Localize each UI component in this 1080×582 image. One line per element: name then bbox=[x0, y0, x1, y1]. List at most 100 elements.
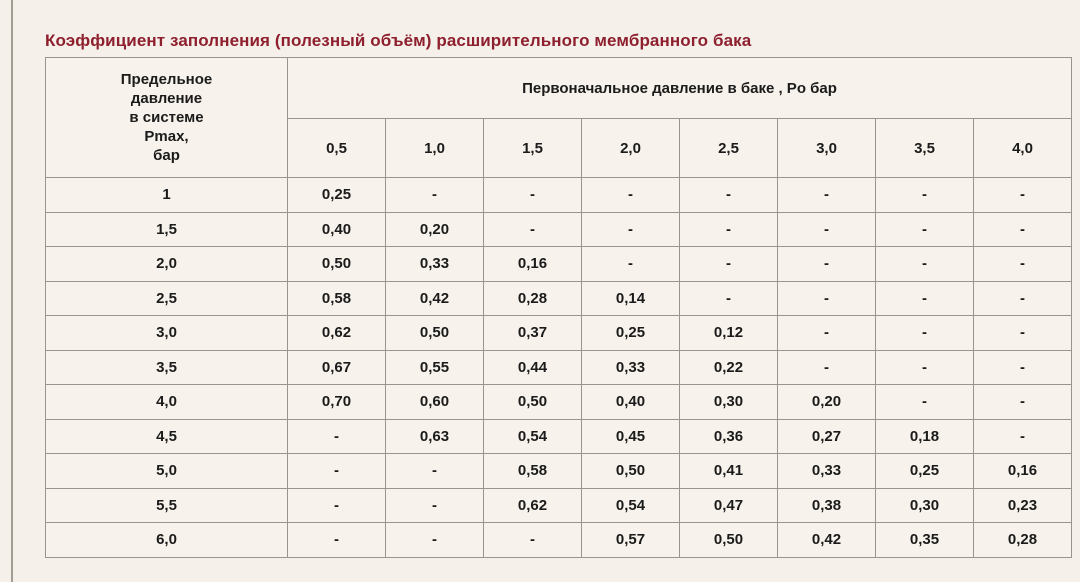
coefficient-cell: - bbox=[287, 487, 386, 523]
coefficient-cell: - bbox=[679, 177, 778, 213]
po-group-header: Первоначальное давление в баке , Po бар bbox=[287, 57, 1072, 119]
table-row: 3,0 0,62 0,50 0,37 0,25 0,12- - - bbox=[45, 315, 1072, 351]
table-row: 3,5 0,67 0,55 0,44 0,33 0,22- - - bbox=[45, 349, 1072, 385]
pmax-cell: 4,0 bbox=[45, 384, 288, 420]
coefficient-cell: 0,63 bbox=[385, 418, 484, 454]
table-section: Коэффициент заполнения (полезный объём) … bbox=[45, 30, 1072, 558]
coefficient-cell: 0,25 bbox=[875, 453, 974, 489]
coefficient-cell: 0,60 bbox=[385, 384, 484, 420]
coefficient-cell: 0,54 bbox=[483, 418, 582, 454]
table-body: 1 0,25- - - - - - -1,5 0,40 0,20- - - - - -2,0 0,50 0,33… bbox=[45, 177, 1072, 558]
table-row: 4,0 0,70 0,60 0,50 0,40 0,30 0,20- - bbox=[45, 384, 1072, 420]
coefficient-cell: 0,36 bbox=[679, 418, 778, 454]
coefficient-cell: 0,28 bbox=[483, 280, 582, 316]
coefficient-cell: - bbox=[875, 280, 974, 316]
coefficient-cell: 0,40 bbox=[287, 211, 386, 247]
coefficient-cell: - bbox=[875, 177, 974, 213]
coefficient-cell: - bbox=[973, 418, 1072, 454]
coefficient-cell: 0,25 bbox=[287, 177, 386, 213]
po-value-header: 0,5 bbox=[287, 118, 386, 178]
coefficient-cell: - bbox=[777, 246, 876, 282]
pmax-column-header: Предельное давление в системе Pmax, бар bbox=[45, 57, 288, 178]
coefficient-cell: 0,58 bbox=[287, 280, 386, 316]
po-values-row: 0,5 1,0 1,5 2,0 2,5 3,0 3,5 4,0 bbox=[46, 118, 1072, 178]
coefficient-cell: 0,33 bbox=[777, 453, 876, 489]
coefficient-cell: - bbox=[385, 487, 484, 523]
pmax-cell: 6,0 bbox=[45, 522, 288, 558]
po-value-header: 1,5 bbox=[483, 118, 582, 178]
coefficient-cell: - bbox=[777, 211, 876, 247]
coefficient-cell: 0,50 bbox=[581, 453, 680, 489]
coefficient-cell: - bbox=[385, 453, 484, 489]
coefficient-cell: - bbox=[875, 211, 974, 247]
coefficient-cell: - bbox=[483, 211, 582, 247]
coefficient-cell: - bbox=[973, 280, 1072, 316]
table-row: 1 0,25- - - - - - - bbox=[45, 177, 1072, 213]
coefficient-cell: 0,30 bbox=[679, 384, 778, 420]
coefficient-cell: - bbox=[287, 522, 386, 558]
pmax-cell: 3,0 bbox=[45, 315, 288, 351]
coefficient-cell: - bbox=[581, 246, 680, 282]
coefficient-cell: - bbox=[483, 177, 582, 213]
coefficient-cell: - bbox=[875, 384, 974, 420]
pmax-cell: 4,5 bbox=[45, 418, 288, 454]
coefficient-cell: - bbox=[973, 315, 1072, 351]
pmax-cell: 2,5 bbox=[45, 280, 288, 316]
coefficient-cell: - bbox=[679, 280, 778, 316]
coefficient-cell: - bbox=[385, 522, 484, 558]
coefficient-cell: 0,44 bbox=[483, 349, 582, 385]
coefficient-cell: 0,23 bbox=[973, 487, 1072, 523]
table-row: 5,5- -0,62 0,54 0,47 0,38 0,30 0,23 bbox=[45, 487, 1072, 523]
coefficient-cell: 0,20 bbox=[385, 211, 484, 247]
coefficient-cell: 0,38 bbox=[777, 487, 876, 523]
coefficient-cell: 0,16 bbox=[973, 453, 1072, 489]
coefficient-cell: 0,40 bbox=[581, 384, 680, 420]
coefficient-cell: 0,62 bbox=[287, 315, 386, 351]
coefficient-cell: 0,47 bbox=[679, 487, 778, 523]
coefficient-cell: - bbox=[385, 177, 484, 213]
coefficient-cell: 0,62 bbox=[483, 487, 582, 523]
coefficient-cell: - bbox=[875, 315, 974, 351]
po-value-header: 3,5 bbox=[875, 118, 974, 178]
table-row: 5,0- -0,58 0,50 0,41 0,33 0,25 0,16 bbox=[45, 453, 1072, 489]
fill-coefficient-table: Предельное давление в системе Pmax, бар … bbox=[45, 57, 1072, 558]
coefficient-cell: 0,33 bbox=[581, 349, 680, 385]
coefficient-cell: 0,41 bbox=[679, 453, 778, 489]
coefficient-cell: 0,12 bbox=[679, 315, 778, 351]
pmax-cell: 2,0 bbox=[45, 246, 288, 282]
coefficient-cell: - bbox=[777, 315, 876, 351]
coefficient-cell: - bbox=[581, 177, 680, 213]
coefficient-cell: - bbox=[679, 246, 778, 282]
pmax-cell: 5,0 bbox=[45, 453, 288, 489]
coefficient-cell: 0,14 bbox=[581, 280, 680, 316]
table-row: 2,5 0,58 0,42 0,28 0,14- - - - bbox=[45, 280, 1072, 316]
coefficient-cell: 0,42 bbox=[385, 280, 484, 316]
coefficient-cell: 0,37 bbox=[483, 315, 582, 351]
table-row: 2,0 0,50 0,33 0,16- - - - - bbox=[45, 246, 1072, 282]
coefficient-cell: 0,50 bbox=[287, 246, 386, 282]
coefficient-cell: 0,27 bbox=[777, 418, 876, 454]
coefficient-cell: 0,70 bbox=[287, 384, 386, 420]
coefficient-cell: 0,28 bbox=[973, 522, 1072, 558]
coefficient-cell: - bbox=[287, 453, 386, 489]
pmax-cell: 1,5 bbox=[45, 211, 288, 247]
coefficient-cell: 0,54 bbox=[581, 487, 680, 523]
coefficient-cell: 0,30 bbox=[875, 487, 974, 523]
table-row: 1,5 0,40 0,20- - - - - - bbox=[45, 211, 1072, 247]
coefficient-cell: 0,35 bbox=[875, 522, 974, 558]
coefficient-cell: - bbox=[777, 349, 876, 385]
coefficient-cell: 0,58 bbox=[483, 453, 582, 489]
table-row: 6,0- - -0,57 0,50 0,42 0,35 0,28 bbox=[45, 522, 1072, 558]
pmax-cell: 1 bbox=[45, 177, 288, 213]
coefficient-cell: - bbox=[777, 177, 876, 213]
pmax-cell: 3,5 bbox=[45, 349, 288, 385]
po-value-header: 2,0 bbox=[581, 118, 680, 178]
coefficient-cell: 0,33 bbox=[385, 246, 484, 282]
coefficient-cell: 0,50 bbox=[483, 384, 582, 420]
coefficient-cell: - bbox=[679, 211, 778, 247]
po-value-header: 3,0 bbox=[777, 118, 876, 178]
coefficient-cell: 0,50 bbox=[385, 315, 484, 351]
coefficient-cell: - bbox=[777, 280, 876, 316]
coefficient-cell: - bbox=[875, 349, 974, 385]
coefficient-cell: 0,45 bbox=[581, 418, 680, 454]
